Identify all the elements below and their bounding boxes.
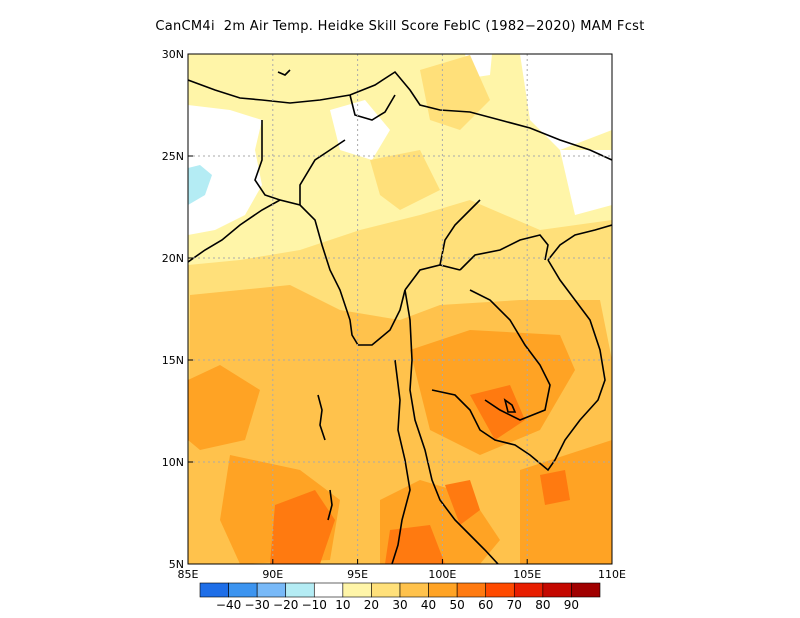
lon-axis: 85E 90E 95E 100E 105E 110E: [178, 559, 626, 581]
lon-tick-label: 110E: [598, 568, 626, 581]
colorbar-swatch: [371, 582, 401, 598]
colorbar-label: −20: [273, 598, 298, 612]
colorbar-swatch: [342, 582, 372, 598]
lon-tick-label: 100E: [428, 568, 456, 581]
colorbar-label: 10: [335, 598, 350, 612]
colorbar-swatch: [285, 582, 315, 598]
lat-tick-label: 5N: [169, 558, 184, 571]
lat-tick-label: 15N: [162, 354, 184, 367]
colorbar-swatch: [485, 582, 515, 598]
colorbar-swatch: [199, 582, 229, 598]
colorbar-label: 80: [535, 598, 550, 612]
skill-field: [188, 54, 612, 564]
coastlines: [188, 69, 612, 564]
colorbar: −40 −30 −20 −10 10 20 30 40 50 60 70 80 90: [199, 582, 601, 612]
lon-tick-label: 105E: [513, 568, 541, 581]
map-frame: [187, 53, 613, 565]
colorbar-swatch: [428, 582, 458, 598]
colorbar-label: 50: [450, 598, 465, 612]
lon-tick-label: 90E: [262, 568, 283, 581]
colorbar-swatch: [313, 582, 344, 598]
map-title: CanCM4i 2m Air Temp. Heidke Skill Score …: [155, 19, 645, 34]
colorbar-label: −30: [244, 598, 269, 612]
colorbar-label: −40: [216, 598, 241, 612]
colorbar-swatch: [456, 582, 487, 598]
colorbar-label: 90: [564, 598, 579, 612]
lat-tick-label: 20N: [162, 252, 184, 265]
colorbar-label: 40: [421, 598, 436, 612]
lat-axis: 5N 10N 15N 20N 25N 30N: [162, 48, 193, 571]
colorbar-label: 60: [478, 598, 493, 612]
lat-tick-label: 25N: [162, 150, 184, 163]
lat-tick-label: 30N: [162, 48, 184, 61]
colorbar-swatch: [256, 582, 287, 598]
colorbar-swatch: [228, 582, 258, 598]
colorbar-swatch: [542, 582, 572, 598]
colorbar-swatch: [513, 582, 544, 598]
colorbar-label: 30: [392, 598, 407, 612]
colorbar-label: 20: [364, 598, 379, 612]
colorbar-swatch: [399, 582, 429, 598]
colorbar-label: 70: [507, 598, 522, 612]
colorbar-swatch: [571, 582, 601, 598]
gridlines: [188, 54, 612, 564]
lon-tick-label: 95E: [347, 568, 368, 581]
lon-tick-label: 85E: [178, 568, 199, 581]
colorbar-label: −10: [302, 598, 327, 612]
lat-tick-label: 10N: [162, 456, 184, 469]
